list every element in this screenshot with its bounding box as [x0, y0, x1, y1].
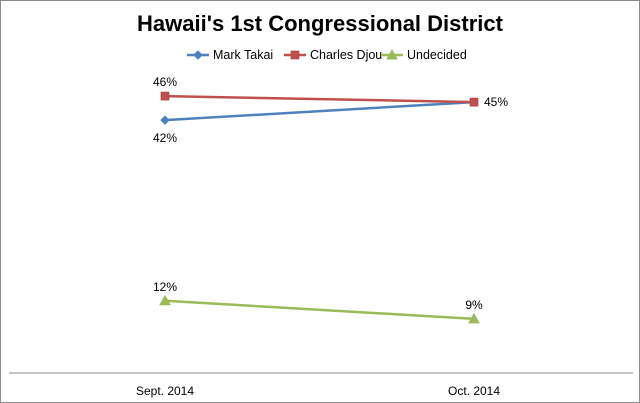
series-line [164, 100, 475, 122]
data-label: 9% [465, 298, 483, 312]
legend-item: Charles Djou [284, 48, 382, 62]
legend-item: Mark Takai [187, 48, 273, 62]
legend-label: Undecided [407, 48, 467, 62]
legend-label: Mark Takai [213, 48, 273, 62]
data-label: 45% [484, 95, 508, 109]
x-tick-label: Oct. 2014 [448, 384, 500, 398]
data-point [159, 294, 171, 306]
legend-marker-diamond [193, 50, 203, 60]
data-point [468, 312, 480, 324]
legend: Mark Takai Charles Djou Undecided [187, 48, 467, 62]
series-undecided: 12% 9% [153, 280, 483, 324]
legend-marker-square [290, 50, 300, 60]
data-point [160, 91, 170, 101]
data-label: 12% [153, 280, 177, 294]
x-tick-label: Sept. 2014 [136, 384, 194, 398]
data-label: 42% [153, 131, 177, 145]
data-point [469, 97, 479, 107]
legend-marker-triangle [386, 48, 398, 60]
series-layer: 42% 46% 45% 12% 9% [153, 75, 508, 324]
data-point [160, 115, 170, 125]
legend-item: Undecided [381, 48, 467, 62]
x-tick-labels: Sept. 2014 Oct. 2014 [136, 384, 500, 398]
series-line [164, 299, 475, 321]
series-line [164, 94, 475, 104]
legend-label: Charles Djou [310, 48, 382, 62]
data-label: 46% [153, 75, 177, 89]
series-mark-takai: 42% [153, 97, 479, 145]
chart-title: Hawaii's 1st Congressional District [137, 11, 504, 36]
series-charles-djou: 46% 45% [153, 75, 508, 109]
